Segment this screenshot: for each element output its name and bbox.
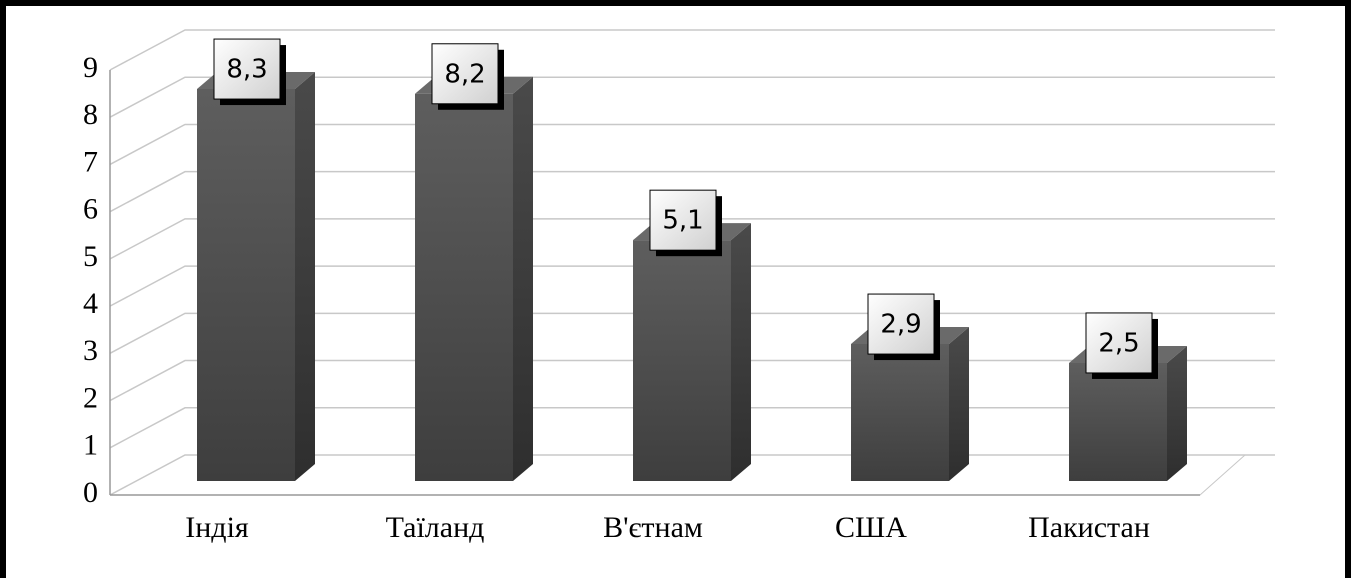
value-label: 2,9: [880, 310, 921, 340]
bar-face: [633, 240, 731, 481]
grid-line: [109, 76, 1275, 118]
value-label-box: [1085, 312, 1153, 374]
y-tick-label: 4: [83, 287, 98, 320]
value-label-box: [213, 38, 281, 100]
x-tick-label: США: [835, 511, 907, 544]
x-tick-label: Таїланд: [386, 511, 485, 544]
x-tick-label: Індія: [185, 511, 249, 544]
y-tick-label: 3: [83, 334, 98, 367]
bar-face: [949, 327, 969, 481]
bar-face: [1167, 345, 1187, 481]
x-tick-label: Пакистан: [1028, 511, 1150, 544]
y-tick-label: 7: [83, 145, 98, 178]
y-tick-label: 6: [83, 193, 98, 226]
grid-line: [109, 218, 1275, 260]
x-tick-label: В'єтнам: [603, 511, 703, 544]
value-label: 8,2: [444, 59, 485, 89]
value-label-box: [649, 189, 717, 251]
y-tick-label: 5: [83, 240, 98, 273]
value-label: 2,5: [1098, 328, 1139, 358]
y-tick-label: 1: [83, 429, 98, 462]
y-tick-label: 2: [83, 381, 98, 414]
bar: [633, 223, 751, 481]
bar-face: [731, 223, 751, 481]
bar-face: [415, 93, 513, 482]
bar-face: [197, 89, 295, 482]
value-label: 8,3: [226, 55, 267, 85]
grid-line: [109, 29, 1275, 71]
bar-face: [513, 76, 533, 482]
bar: [415, 76, 533, 482]
grid-line: [109, 123, 1275, 166]
grid-line: [109, 170, 1275, 213]
value-label-box: [867, 293, 935, 355]
value-label-box: [431, 43, 499, 105]
bar-face: [1069, 362, 1167, 481]
bar-face: [851, 344, 949, 481]
grid-line: [109, 265, 1275, 307]
bar-face: [295, 72, 315, 482]
bar: [197, 72, 315, 482]
value-label: 5,1: [662, 206, 703, 236]
y-tick-label: 8: [83, 98, 98, 131]
y-tick-label: 9: [83, 51, 98, 84]
y-tick-label: 0: [83, 476, 98, 509]
